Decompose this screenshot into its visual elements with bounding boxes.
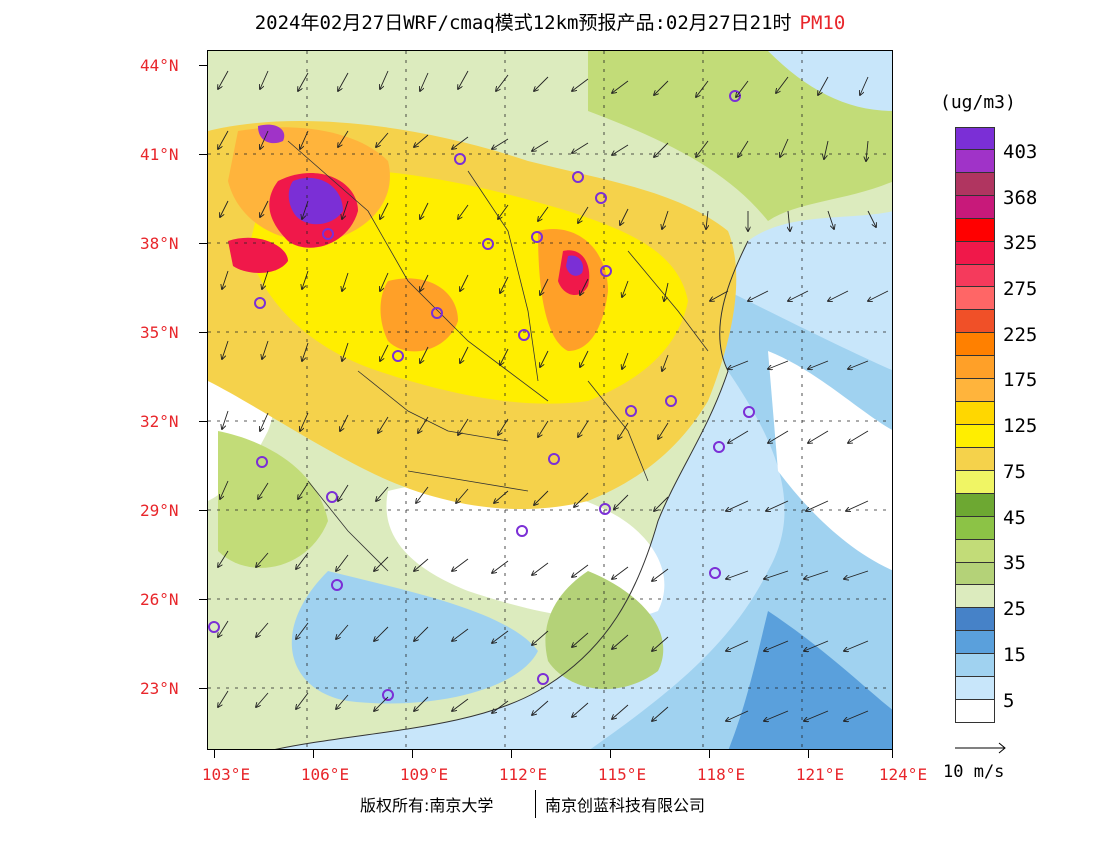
colorbar-swatch: [955, 241, 995, 265]
colorbar-swatch: [955, 379, 995, 403]
colorbar-swatch: [955, 585, 995, 609]
colorbar-swatch: [955, 470, 995, 494]
province-boundaries: [287, 140, 709, 572]
colorbar-swatch: [955, 424, 995, 448]
copyright-right: 南京创蓝科技有限公司: [545, 796, 706, 815]
lat-tick: [199, 154, 207, 155]
green-belt-west: [218, 431, 328, 568]
colorbar-label: 325: [1003, 232, 1038, 254]
map-title: 2024年02月27日WRF/cmaq模式12km预报产品:02月27日21时 P…: [0, 8, 1100, 35]
lon-label-109: 109°E: [399, 765, 449, 784]
lat-tick: [199, 688, 207, 689]
lon-label-106: 106°E: [300, 765, 350, 784]
purple-peak-northwest: [288, 177, 343, 225]
lon-tick: [313, 750, 314, 758]
lat-tick: [199, 332, 207, 333]
colorbar-label: 35: [1003, 552, 1026, 574]
colorbar-swatch: [955, 218, 995, 242]
colorbar-swatch: [955, 677, 995, 701]
wind-reference-arrow: [955, 742, 1006, 754]
colorbar-units: (ug/m3): [940, 92, 1016, 113]
lat-tick: [199, 599, 207, 600]
colorbar-swatch: [955, 562, 995, 586]
colorbar-label: 75: [1003, 461, 1026, 483]
lat-label-44: 44°N: [140, 56, 179, 75]
lon-tick: [610, 750, 611, 758]
colorbar-swatch: [955, 447, 995, 471]
pm10-forecast-map: [207, 50, 893, 750]
lon-tick: [511, 750, 512, 758]
colorbar-label: 225: [1003, 324, 1038, 346]
colorbar-swatch: [955, 493, 995, 517]
lon-label-118: 118°E: [696, 765, 746, 784]
colorbar: [955, 127, 995, 723]
colorbar-swatch: [955, 333, 995, 357]
colorbar-swatch: [955, 700, 995, 723]
colorbar-swatch: [955, 195, 995, 219]
lat-tick: [199, 510, 207, 511]
lat-label-29: 29°N: [140, 501, 179, 520]
colorbar-swatch: [955, 310, 995, 334]
red-hotspot-west: [228, 237, 288, 273]
green-belt-south: [545, 571, 664, 690]
green-belt-north: [588, 51, 892, 221]
colorbar-label: 45: [1003, 507, 1026, 529]
lat-label-41: 41°N: [140, 145, 179, 164]
lon-tick: [412, 750, 413, 758]
colorbar-label: 5: [1003, 690, 1015, 712]
colorbar-swatch: [955, 539, 995, 563]
lat-label-38: 38°N: [140, 234, 179, 253]
lat-label-32: 32°N: [140, 412, 179, 431]
lon-label-115: 115°E: [597, 765, 647, 784]
lon-tick: [808, 750, 809, 758]
lat-label-35: 35°N: [140, 323, 179, 342]
orange-zone-central: [380, 278, 458, 352]
colorbar-swatch: [955, 149, 995, 173]
colorbar-swatch: [955, 356, 995, 380]
colorbar-label: 15: [1003, 644, 1026, 666]
colorbar-label: 25: [1003, 598, 1026, 620]
lon-label-103: 103°E: [201, 765, 251, 784]
sea-clean-zone: [768, 351, 892, 571]
colorbar-swatch: [955, 127, 995, 150]
colorbar-label: 403: [1003, 141, 1038, 163]
colorbar-label: 175: [1003, 369, 1038, 391]
wind-vectors: [218, 70, 889, 721]
wind-reference-label: 10 m/s: [943, 762, 1005, 782]
lat-label-23: 23°N: [140, 679, 179, 698]
colorbar-label: 368: [1003, 187, 1038, 209]
lat-tick: [199, 243, 207, 244]
city-markers: [208, 90, 755, 701]
title-pollutant: PM10: [799, 12, 846, 34]
colorbar-swatch: [955, 516, 995, 540]
colorbar-swatch: [955, 608, 995, 632]
purple-peak-east: [566, 255, 584, 276]
colorbar-swatch: [955, 264, 995, 288]
colorbar-swatch: [955, 402, 995, 425]
lon-tick: [214, 750, 215, 758]
colorbar-swatch: [955, 287, 995, 311]
colorbar-label: 275: [1003, 278, 1038, 300]
graticule: [208, 51, 892, 749]
colorbar-swatch: [955, 172, 995, 196]
lat-tick: [199, 421, 207, 422]
copyright-left: 版权所有:南京大学: [360, 796, 494, 815]
lon-tick: [892, 750, 893, 758]
colorbar-label: 125: [1003, 415, 1038, 437]
lat-tick: [199, 65, 207, 66]
title-main: 2024年02月27日WRF/cmaq模式12km预报产品:02月27日21时: [254, 12, 792, 34]
lon-label-112: 112°E: [498, 765, 548, 784]
lon-label-124: 124°E: [878, 765, 928, 784]
sea-deep-band: [728, 611, 892, 749]
footer-divider: [535, 790, 536, 818]
lon-label-121: 121°E: [795, 765, 845, 784]
colorbar-swatch: [955, 654, 995, 678]
coastline: [275, 240, 749, 749]
lon-tick: [709, 750, 710, 758]
lat-label-26: 26°N: [140, 590, 179, 609]
colorbar-swatch: [955, 631, 995, 655]
